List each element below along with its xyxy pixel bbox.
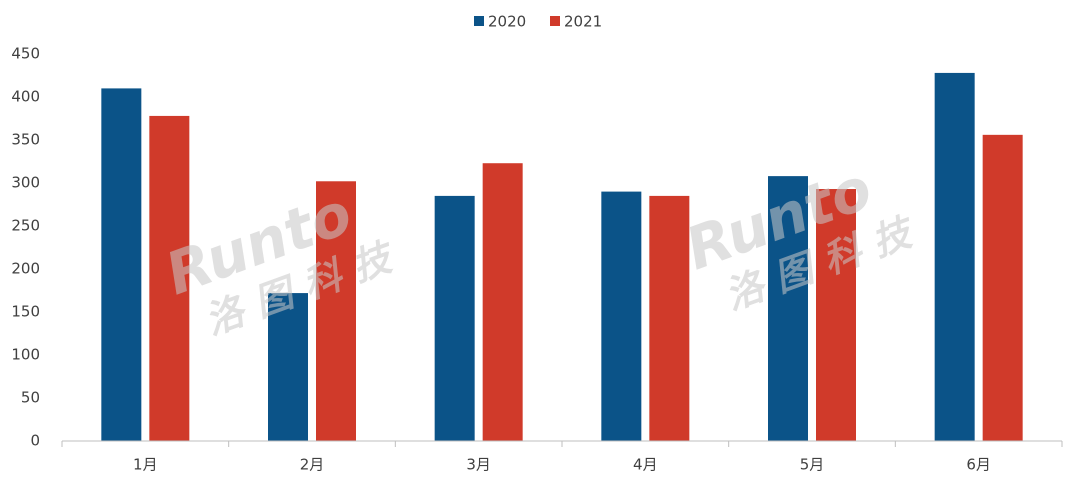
y-tick-label: 0 bbox=[30, 432, 40, 450]
bar bbox=[649, 195, 690, 441]
legend-label: 2021 bbox=[564, 13, 602, 31]
bar bbox=[934, 72, 975, 442]
x-tick-label: 5月 bbox=[800, 456, 825, 474]
bar bbox=[268, 293, 308, 441]
legend-swatch bbox=[474, 16, 484, 26]
legend-label: 2020 bbox=[488, 13, 526, 31]
bar bbox=[149, 115, 190, 442]
bar bbox=[768, 176, 808, 441]
bar bbox=[434, 195, 475, 441]
y-tick-label: 350 bbox=[11, 131, 40, 149]
x-tick-label: 4月 bbox=[633, 456, 658, 474]
x-tick-label: 6月 bbox=[966, 456, 991, 474]
legend-swatch bbox=[550, 16, 560, 26]
bar bbox=[816, 189, 856, 441]
bar bbox=[101, 88, 142, 442]
x-tick-label: 2月 bbox=[300, 456, 325, 474]
bar bbox=[982, 134, 1023, 441]
bar bbox=[316, 181, 356, 441]
y-tick-label: 200 bbox=[11, 260, 40, 278]
y-tick-label: 400 bbox=[11, 88, 40, 106]
bar bbox=[601, 191, 642, 441]
x-tick-label: 3月 bbox=[466, 456, 491, 474]
x-tick-label: 1月 bbox=[133, 456, 158, 474]
y-tick-label: 250 bbox=[11, 217, 40, 235]
y-tick-label: 50 bbox=[21, 389, 40, 407]
y-tick-label: 450 bbox=[11, 45, 40, 63]
y-tick-label: 300 bbox=[11, 174, 40, 192]
y-tick-label: 150 bbox=[11, 303, 40, 321]
y-tick-label: 100 bbox=[11, 346, 40, 364]
bar bbox=[482, 163, 523, 441]
